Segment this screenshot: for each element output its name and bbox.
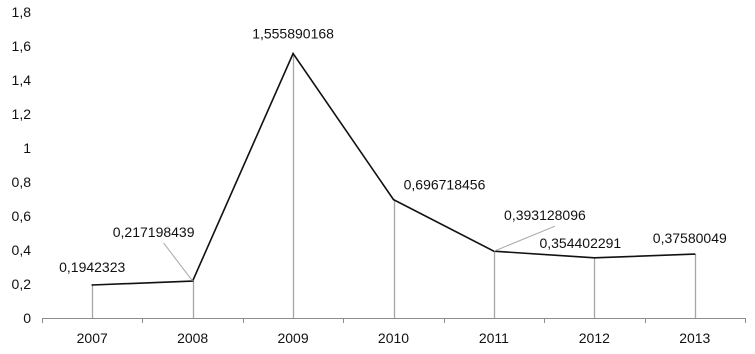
- y-tick-label: 0,6: [12, 208, 32, 224]
- y-tick-label: 1: [23, 140, 31, 156]
- x-tick-label: 2011: [479, 330, 509, 346]
- chart-axes: [42, 318, 746, 323]
- data-label: 0,393128096: [504, 207, 586, 223]
- x-axis-tick-labels: 2007 2008 2009 2010 2011 2012 2013: [77, 330, 711, 346]
- data-point: [392, 198, 395, 201]
- y-tick-label: 1,4: [12, 72, 32, 88]
- x-tick-label: 2009: [277, 330, 308, 346]
- data-label: 0,1942323: [59, 259, 125, 275]
- x-tick-label: 2010: [378, 330, 409, 346]
- x-tick-label: 2008: [177, 330, 208, 346]
- y-axis-tick-labels: 0 0,2 0,4 0,6 0,8 1 1,2 1,4 1,6 1,8: [12, 4, 32, 326]
- data-point: [693, 253, 696, 255]
- x-tick-label: 2012: [579, 330, 610, 346]
- y-tick-label: 0: [23, 310, 31, 326]
- data-point: [292, 52, 294, 55]
- data-label: 0,354402291: [539, 235, 621, 251]
- x-tick-label: 2013: [679, 330, 710, 346]
- data-labels-group: 0,1942323 0,217198439 1,555890168 0,6967184…: [59, 25, 727, 282]
- y-tick-label: 0,4: [12, 242, 32, 258]
- y-tick-label: 0,8: [12, 174, 32, 190]
- y-tick-label: 1,2: [12, 106, 32, 122]
- data-point: [91, 284, 94, 286]
- data-label: 0,696718456: [404, 177, 486, 193]
- data-label: 1,555890168: [252, 25, 334, 41]
- data-label: 0,37580049: [653, 230, 727, 246]
- data-label-leader-line: [493, 225, 556, 252]
- data-point: [593, 256, 596, 259]
- data-label-leader-line: [163, 242, 194, 282]
- drop-lines: [91, 53, 697, 318]
- data-label: 0,217198439: [113, 224, 195, 240]
- series-line-group: [91, 51, 696, 286]
- y-tick-label: 1,8: [12, 4, 32, 20]
- x-tick-label: 2007: [77, 330, 108, 346]
- y-tick-label: 1,6: [12, 38, 32, 54]
- y-tick-label: 0,2: [12, 276, 32, 292]
